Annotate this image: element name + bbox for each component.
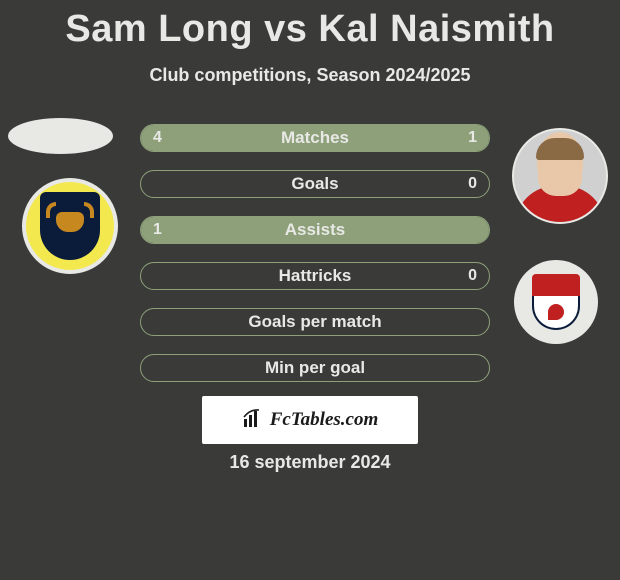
- stat-label: Goals: [141, 171, 489, 197]
- subtitle: Club competitions, Season 2024/2025: [0, 65, 620, 86]
- stat-row: Hattricks0: [140, 262, 490, 290]
- club-right-badge: [514, 260, 598, 344]
- stat-value-right: 1: [468, 125, 477, 151]
- stat-row: Assists1: [140, 216, 490, 244]
- stat-row: Matches41: [140, 124, 490, 152]
- stat-value-left: 1: [153, 217, 162, 243]
- stat-bar-left: [141, 217, 489, 243]
- club-left-badge: [22, 178, 118, 274]
- stats-bar-list: Matches41Goals0Assists1Hattricks0Goals p…: [140, 124, 490, 400]
- date-text: 16 september 2024: [0, 452, 620, 473]
- stat-row: Goals0: [140, 170, 490, 198]
- stat-value-right: 0: [468, 263, 477, 289]
- stat-value-right: 0: [468, 171, 477, 197]
- oxford-united-crest-icon: [40, 192, 100, 260]
- stat-row: Goals per match: [140, 308, 490, 336]
- page-title: Sam Long vs Kal Naismith: [0, 0, 620, 51]
- player-left-avatar-placeholder: [8, 118, 113, 154]
- fctables-attribution: FcTables.com: [202, 396, 418, 444]
- fctables-label: FcTables.com: [270, 409, 379, 431]
- stat-label: Goals per match: [141, 309, 489, 335]
- stat-bar-right: [419, 125, 489, 151]
- stat-value-left: 4: [153, 125, 162, 151]
- stat-label: Hattricks: [141, 263, 489, 289]
- stat-row: Min per goal: [140, 354, 490, 382]
- player-right-avatar: [512, 128, 608, 224]
- stat-label: Min per goal: [141, 355, 489, 381]
- fctables-logo-icon: [242, 407, 264, 434]
- bristol-city-crest-icon: [532, 274, 580, 330]
- stat-bar-left: [141, 125, 419, 151]
